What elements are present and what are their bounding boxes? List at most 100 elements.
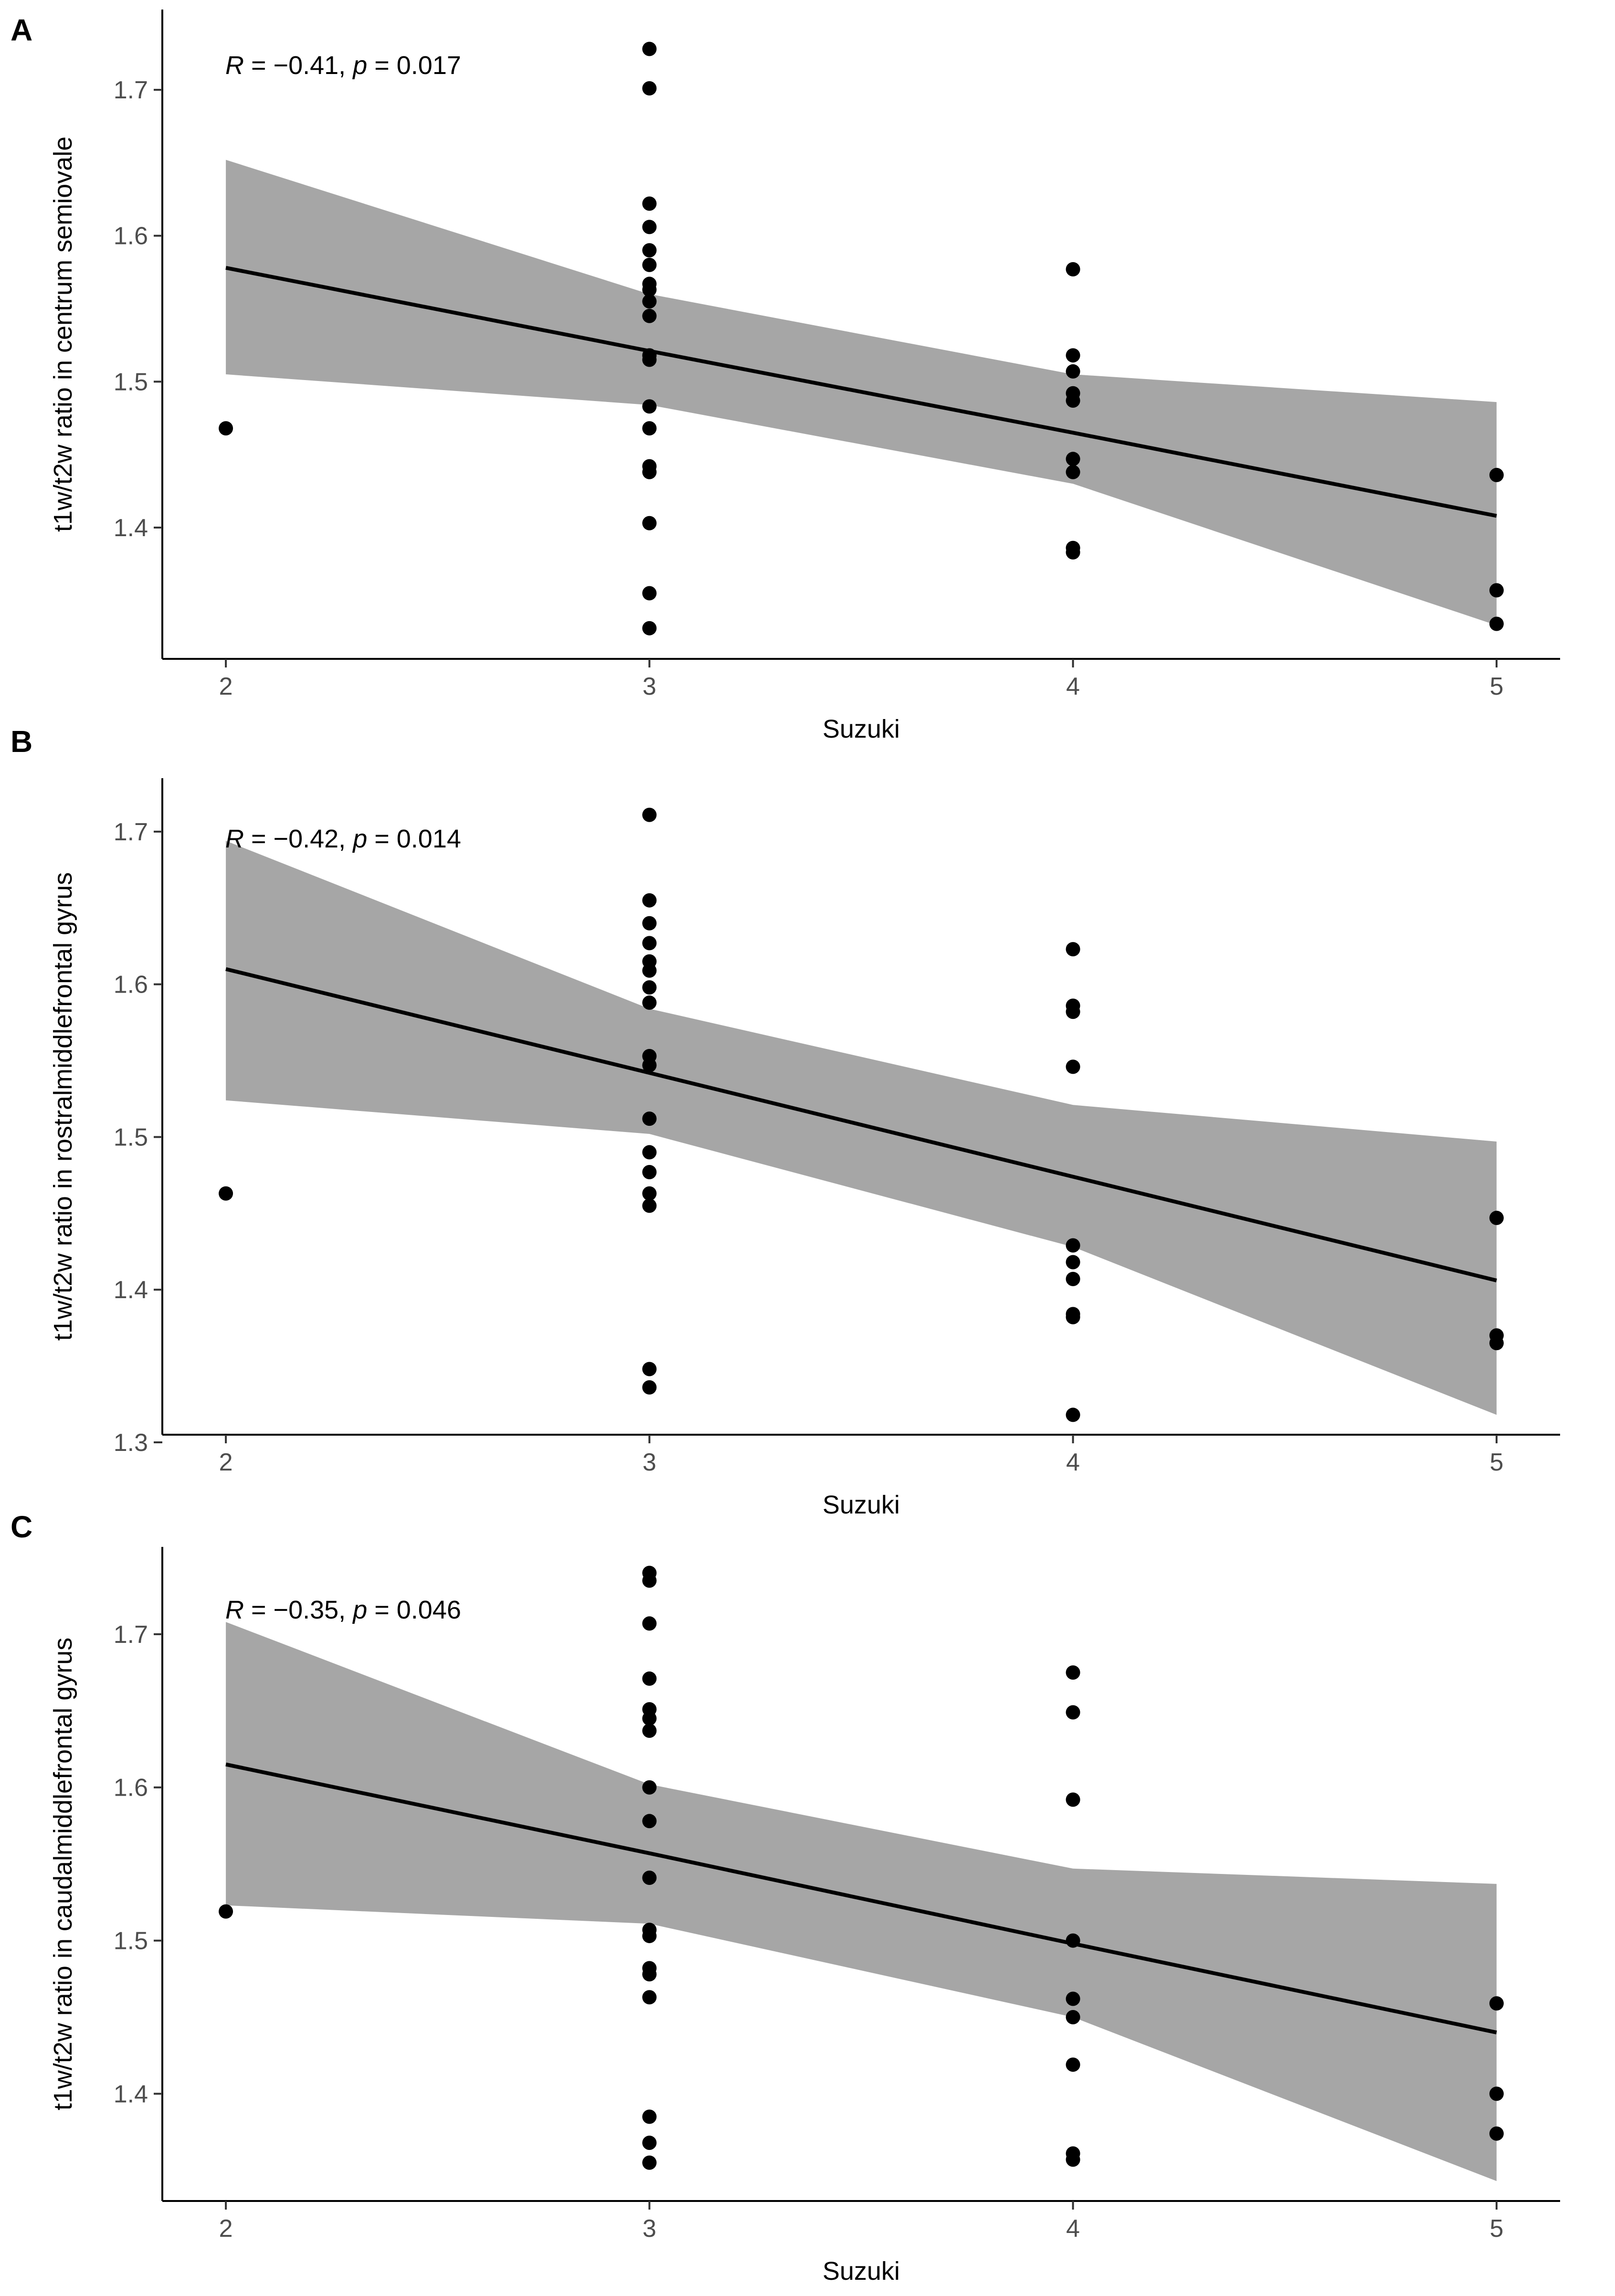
correlation-annotation: R = −0.42, p = 0.014 [225,825,461,853]
stat-r-symbol: R [225,825,244,853]
y-tick-label: 1.7 [114,1621,148,1649]
x-tick-label: 5 [1489,1449,1503,1476]
x-axis-title: Suzuki [823,2257,900,2285]
y-axis-title: t1w/t2w ratio in caudalmiddlefrontal gyr… [49,1638,77,2110]
data-point [642,1573,657,1588]
data-point [1489,2126,1504,2141]
stat-p-symbol: p [352,825,367,853]
data-point [1066,1255,1080,1270]
data-point [642,1145,657,1160]
data-point [642,2109,657,2124]
x-tick-label: 3 [643,673,656,700]
data-point [642,963,657,978]
data-point [642,1111,657,1126]
regression-line [225,266,1497,518]
stat-p-value: = 0.014 [367,825,461,853]
confidence-band [226,841,1497,1415]
data-point [642,621,657,635]
data-point [642,308,657,323]
data-point [1066,1005,1080,1019]
data-point [1489,616,1504,631]
data-point [642,1186,657,1201]
stat-r-symbol: R [225,1596,244,1624]
x-tick-label: 3 [643,1449,656,1476]
y-tick-label: 1.4 [114,2080,148,2108]
data-point [642,1711,657,1726]
data-point [1066,2057,1080,2072]
data-point [1066,1933,1080,1948]
stat-r-value: = −0.42, [244,825,353,853]
data-point [642,1724,657,1738]
x-tick-label: 4 [1066,2215,1080,2243]
stat-r-value: = −0.41, [244,51,353,80]
y-axis-title: t1w/t2w ratio in centrum semiovale [49,137,77,532]
data-point [642,81,657,96]
data-point [642,1814,657,1829]
regression-line [225,967,1497,1282]
data-point [642,1380,657,1395]
x-axis-title: Suzuki [823,715,900,743]
data-point [1066,364,1080,379]
stat-p-symbol: p [352,51,367,80]
data-point [642,1871,657,1885]
data-point [642,1671,657,1686]
data-point [1066,465,1080,479]
panel-letter: B [11,724,32,759]
stat-p-symbol: p [352,1596,367,1624]
data-point [642,399,657,414]
data-point [642,807,657,822]
data-point [1489,583,1504,598]
data-point [642,2155,657,2170]
data-point [642,2136,657,2150]
data-point [1066,1059,1080,1074]
x-tick-label: 4 [1066,673,1080,700]
y-tick-label: 1.6 [114,971,148,999]
y-tick-label: 1.5 [114,1927,148,1955]
data-point [1066,393,1080,408]
confidence-band [226,1622,1497,2181]
data-point [1066,1705,1080,1720]
y-tick-label: 1.7 [114,818,148,846]
data-point [1489,467,1504,482]
panel-letter: A [11,13,32,47]
y-tick-label: 1.7 [114,76,148,104]
panel-a: A 2 3 4 5 1.4 1.5 1.6 1.7 Suzuki t1w/t2w ratio in … [11,10,1560,743]
data-point [642,893,657,908]
y-tick-label: 1.5 [114,368,148,396]
x-axis-title: Suzuki [823,1491,900,1519]
data-point [642,936,657,951]
data-point [1066,452,1080,466]
data-point [642,516,657,530]
stat-p-value: = 0.017 [367,51,461,80]
y-tick-label: 1.4 [114,514,148,542]
data-point [219,1186,233,1201]
data-point [642,1165,657,1179]
data-point [642,1928,657,1943]
data-point [642,282,657,297]
regression-line [225,1762,1497,2034]
data-point [1489,2086,1504,2101]
data-point [1066,1271,1080,1286]
x-tick-label: 2 [219,2215,233,2243]
y-tick-label: 1.6 [114,1774,148,1802]
data-point [642,465,657,479]
data-point [642,916,657,931]
y-tick-label: 1.6 [114,222,148,250]
stat-r-symbol: R [225,51,244,80]
data-point [1066,1991,1080,2006]
data-point [1489,1210,1504,1225]
data-point [642,421,657,436]
correlation-annotation: R = −0.35, p = 0.046 [225,1596,461,1624]
data-point [1066,1792,1080,1807]
x-tick-label: 5 [1489,2215,1503,2243]
x-tick-label: 2 [219,673,233,700]
data-point [1066,1238,1080,1253]
data-point [1066,348,1080,363]
y-tick-label: 1.4 [114,1276,148,1304]
stat-r-value: = −0.35, [244,1596,353,1624]
data-point [642,1780,657,1795]
data-point [642,294,657,309]
stat-p-value: = 0.046 [367,1596,461,1624]
panel-c: C 2 3 4 5 1.4 1.5 1.6 1.7 Suzuki t1w/t2w ratio in … [11,1510,1560,2285]
